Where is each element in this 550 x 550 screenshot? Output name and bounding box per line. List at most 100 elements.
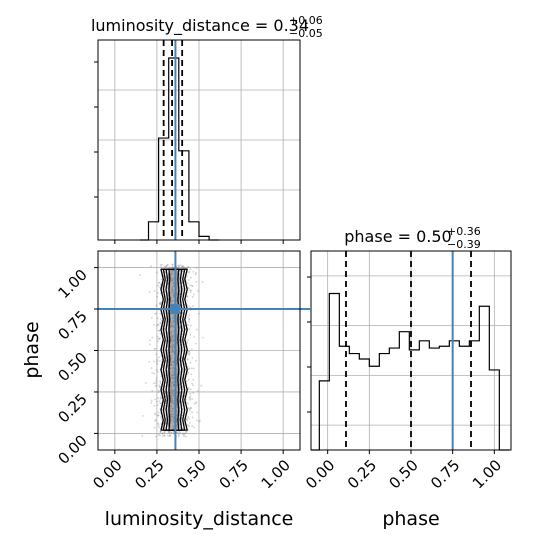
scatter-point (191, 357, 194, 359)
scatter-point (159, 382, 162, 384)
scatter-point (167, 435, 169, 437)
scatter-point (179, 289, 182, 291)
scatter-point (171, 263, 174, 266)
scatter-point (192, 367, 195, 370)
scatter-point (160, 263, 163, 266)
scatter-point (168, 430, 171, 433)
scatter-point (187, 378, 190, 381)
scatter-point (155, 304, 158, 307)
x-phase-tick-label-3: 0.75 (427, 456, 463, 492)
ld-frame (97, 39, 301, 241)
scatter-point (159, 386, 161, 388)
scatter-point (183, 433, 186, 435)
scatter-point (159, 431, 162, 433)
scatter-point (186, 419, 189, 422)
scatter-point (158, 329, 161, 332)
scatter-point (157, 414, 160, 417)
scatter-point (187, 271, 190, 274)
scatter-point (188, 350, 191, 353)
scatter-point (159, 396, 162, 398)
scatter-point (185, 398, 188, 401)
y-tick-labels-phase: 0.00 0.25 0.50 0.75 1.00 (54, 266, 90, 468)
ld-title: luminosity_distance = 0.34 (91, 16, 309, 36)
scatter-point (196, 328, 198, 331)
y-axis-label-phase: phase (21, 321, 43, 378)
scatter-point (181, 266, 184, 268)
scatter-point (168, 431, 171, 434)
scatter-point (189, 284, 192, 286)
scatter-point (161, 435, 164, 437)
panel-phase-hist: phase = 0.50 +0.36 −0.39 (307, 225, 512, 454)
scatter-point (186, 358, 189, 360)
scatter-point (190, 367, 193, 370)
scatter-point (188, 425, 191, 427)
scatter-point (157, 411, 160, 414)
scatter-point (160, 278, 163, 281)
scatter-point (151, 372, 154, 374)
scatter-point (151, 336, 154, 339)
scatter-point (179, 264, 182, 266)
scatter-point (163, 431, 166, 434)
phase-frame (310, 250, 512, 451)
scatter-point (160, 416, 163, 419)
ld-grid (98, 40, 300, 240)
scatter-point (151, 317, 153, 319)
scatter-point (196, 390, 199, 392)
ld-ticks (94, 61, 284, 244)
scatter-point (153, 426, 156, 429)
scatter-point (187, 371, 190, 374)
scatter-point (178, 265, 180, 268)
scatter-point (160, 430, 162, 433)
scatter-point (182, 368, 185, 371)
scatter-point (188, 318, 191, 321)
scatter-point (157, 422, 159, 425)
scatter-point (190, 373, 193, 376)
scatter-point (189, 268, 192, 270)
scatter-point (198, 312, 201, 315)
x-ld-tick-label-2: 0.50 (173, 456, 209, 492)
contour-2 (165, 268, 183, 431)
scatter-point (154, 398, 157, 401)
x-ld-tick-label-3: 0.75 (216, 456, 252, 492)
scatter-point (191, 398, 194, 400)
scatter-point (186, 424, 189, 427)
scatter-point (191, 285, 194, 287)
scatter-point (194, 342, 197, 345)
scatter-point (193, 336, 196, 338)
scatter-point (159, 386, 162, 389)
scatter-point (188, 350, 190, 353)
scatter-point (156, 414, 159, 417)
scatter-point (192, 378, 195, 381)
scatter-point (180, 265, 183, 268)
scatter-point (159, 264, 162, 266)
scatter-point (193, 402, 196, 405)
scatter-point (183, 266, 185, 268)
scatter-point (178, 264, 181, 267)
x-phase-tick-label-4: 1.00 (469, 456, 505, 492)
scatter-point (177, 267, 180, 269)
scatter-point (190, 289, 192, 292)
scatter-point (156, 360, 159, 363)
scatter-point (189, 289, 192, 292)
scatter-point (164, 385, 167, 388)
ld-hist-steps (140, 57, 220, 241)
scatter-point (149, 343, 152, 346)
scatter-point (182, 432, 184, 435)
y-phase-tick-label-0: 0.00 (54, 432, 90, 468)
scatter-point (188, 352, 191, 354)
scatter-point (195, 280, 198, 283)
scatter-point (154, 420, 156, 422)
scatter-point (156, 404, 159, 406)
scatter-point (154, 385, 157, 388)
contour-1 (162, 268, 186, 431)
scatter-point (188, 314, 191, 317)
scatter-point (159, 332, 162, 335)
scatter-point (186, 295, 189, 298)
scatter-point (176, 431, 179, 434)
scatter-point (179, 431, 182, 434)
scatter-point (159, 397, 162, 400)
scatter-point (190, 407, 193, 409)
scatter-point (150, 401, 153, 404)
scatter-point (170, 431, 173, 434)
scatter-point (156, 363, 159, 366)
